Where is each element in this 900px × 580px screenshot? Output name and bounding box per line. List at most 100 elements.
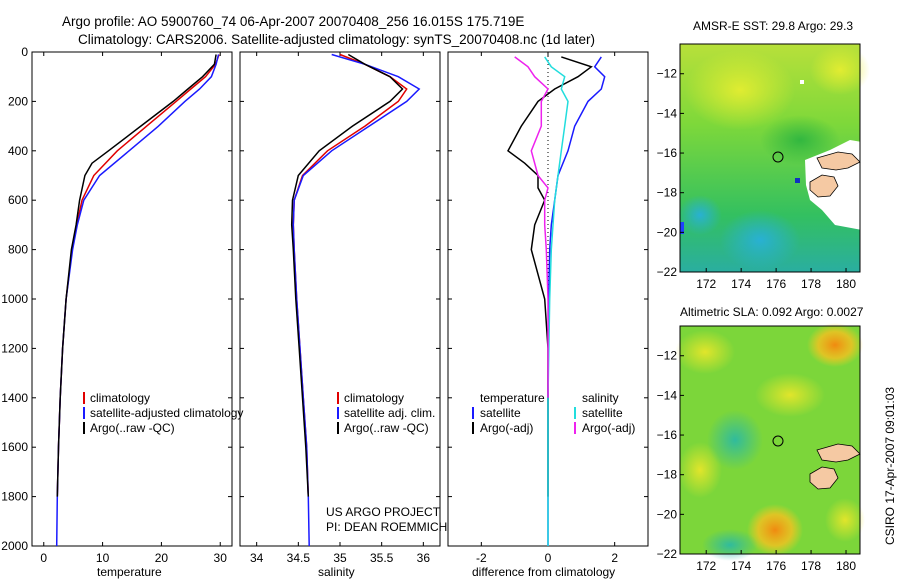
sst-warm-patch (685, 50, 795, 130)
series-line-satellite (292, 53, 421, 546)
y-tick-label: 2000 (1, 539, 28, 553)
map-y-tick-label: −20 (657, 225, 678, 239)
temperature-xlabel: temperature (97, 565, 162, 579)
map-y-tick-label: −18 (657, 468, 678, 482)
map-x-tick-label: 178 (801, 277, 821, 291)
x-tick-label: 35 (333, 551, 347, 565)
x-tick-label: 34.5 (287, 551, 311, 565)
y-tick-label: 1000 (1, 292, 28, 306)
x-tick-label: 34 (250, 551, 264, 565)
map-y-tick-label: −12 (657, 349, 678, 363)
sst-warm-patch (810, 45, 870, 95)
x-tick-label: 36 (417, 551, 431, 565)
argo-float-marker (772, 435, 784, 447)
series-line-temperature-satellite (547, 56, 606, 546)
y-tick-label: 1200 (1, 341, 28, 355)
map-x-tick-label: 180 (836, 559, 856, 573)
title-line-1: Argo profile: AO 5900760_74 06-Apr-2007 … (62, 14, 524, 29)
series-line-temperature-argo-adj- (507, 56, 593, 497)
y-tick-label: 1400 (1, 391, 28, 405)
island-vanua-levu (816, 151, 861, 171)
salinity-xlabel: salinity (318, 565, 355, 579)
island-viti-levu (809, 466, 839, 490)
map-x-tick-label: 178 (801, 559, 821, 573)
map-y-tick-label: −22 (657, 547, 678, 561)
legend-label: Argo(-adj) (582, 421, 635, 435)
salinity-axes (239, 51, 441, 547)
sla-map-title: Altimetric SLA: 0.092 Argo: 0.0027 (680, 305, 864, 319)
difference-profile-series (507, 56, 606, 546)
temperature-axes (31, 51, 233, 547)
salinity-legend: climatology satellite adj. clim. Argo(..… (337, 391, 435, 435)
sla-low-patch (702, 529, 758, 561)
sst-cool-patch (678, 195, 722, 235)
map-y-tick-label: −22 (657, 265, 678, 279)
sla-high-patch (755, 373, 825, 417)
project-note-line-1: US ARGO PROJECT (326, 505, 441, 519)
map-y-tick-label: −16 (657, 146, 678, 160)
sla-high-patch (747, 504, 803, 556)
y-tick-label: 600 (8, 193, 28, 207)
map-x-tick-label: 172 (696, 559, 716, 573)
legend-title-salinity: salinity (582, 391, 619, 405)
sst-pixel (795, 178, 800, 183)
map-y-tick-label: −16 (657, 428, 678, 442)
difference-xlabel: difference from climatology (472, 565, 615, 579)
map-y-tick-label: −14 (657, 106, 678, 120)
y-tick-label: 400 (8, 144, 28, 158)
sla-low-patch (707, 410, 763, 470)
x-tick-label: 2 (611, 551, 618, 565)
x-tick-label: 10 (96, 551, 110, 565)
series-line-salinity-satellite (544, 56, 569, 546)
y-tick-label: 800 (8, 243, 28, 257)
x-tick-label: 20 (155, 551, 169, 565)
map-y-tick-label: −20 (657, 507, 678, 521)
sst-pixel (680, 222, 684, 234)
temperature-legend: climatology satellite-adjusted climatolo… (83, 391, 243, 435)
x-tick-label: 0 (545, 551, 552, 565)
sst-map-frame (679, 43, 861, 273)
sla-high-patch (825, 498, 865, 542)
project-note-line-2: PI: DEAN ROEMMICH (326, 520, 447, 534)
map-x-tick-label: 176 (766, 277, 786, 291)
y-tick-label: 1600 (1, 440, 28, 454)
sla-high-patch (678, 442, 722, 498)
difference-legend: temperature salinity satellite Argo(-adj… (472, 391, 635, 435)
sla-map-frame (679, 325, 861, 555)
legend-label: Argo(..raw -QC) (344, 421, 429, 435)
island-viti-levu (809, 174, 839, 198)
map-y-tick-label: −18 (657, 186, 678, 200)
legend-label: climatology (344, 391, 404, 405)
legend-label: satellite-adjusted climatology (90, 406, 243, 420)
x-tick-label: -2 (476, 551, 487, 565)
map-x-tick-label: 172 (696, 277, 716, 291)
credit-timestamp: CSIRO 17-Apr-2007 09:01:03 (883, 387, 897, 545)
map-x-tick-label: 180 (836, 277, 856, 291)
map-y-tick-label: −14 (657, 388, 678, 402)
map-x-tick-label: 174 (731, 277, 751, 291)
map-x-tick-label: 176 (766, 559, 786, 573)
x-tick-label: 0 (40, 551, 47, 565)
map-x-tick-label: 174 (731, 559, 751, 573)
argo-float-marker (772, 151, 784, 163)
x-tick-label: 30 (214, 551, 228, 565)
salinity-profile-series (290, 53, 421, 546)
legend-title-temperature: temperature (480, 391, 545, 405)
title-line-2: Climatology: CARS2006. Satellite-adjuste… (78, 32, 595, 47)
map-y-tick-label: −12 (657, 67, 678, 81)
legend-label: climatology (90, 391, 150, 405)
legend-label: satellite (480, 406, 521, 420)
sla-map (675, 323, 865, 561)
legend-label: satellite adj. clim. (344, 406, 435, 420)
sla-high-patch (675, 330, 735, 374)
sst-map (678, 44, 870, 272)
island-vanua-levu (816, 443, 861, 463)
legend-label: Argo(-adj) (480, 421, 533, 435)
series-line-salinity-argo-adj- (514, 56, 549, 398)
sst-map-title: AMSR-E SST: 29.8 Argo: 29.3 (693, 19, 853, 33)
legend-label: satellite (582, 406, 623, 420)
temperature-profile-series (55, 54, 220, 546)
x-tick-label: 35.5 (370, 551, 394, 565)
series-line-argo (56, 54, 217, 497)
